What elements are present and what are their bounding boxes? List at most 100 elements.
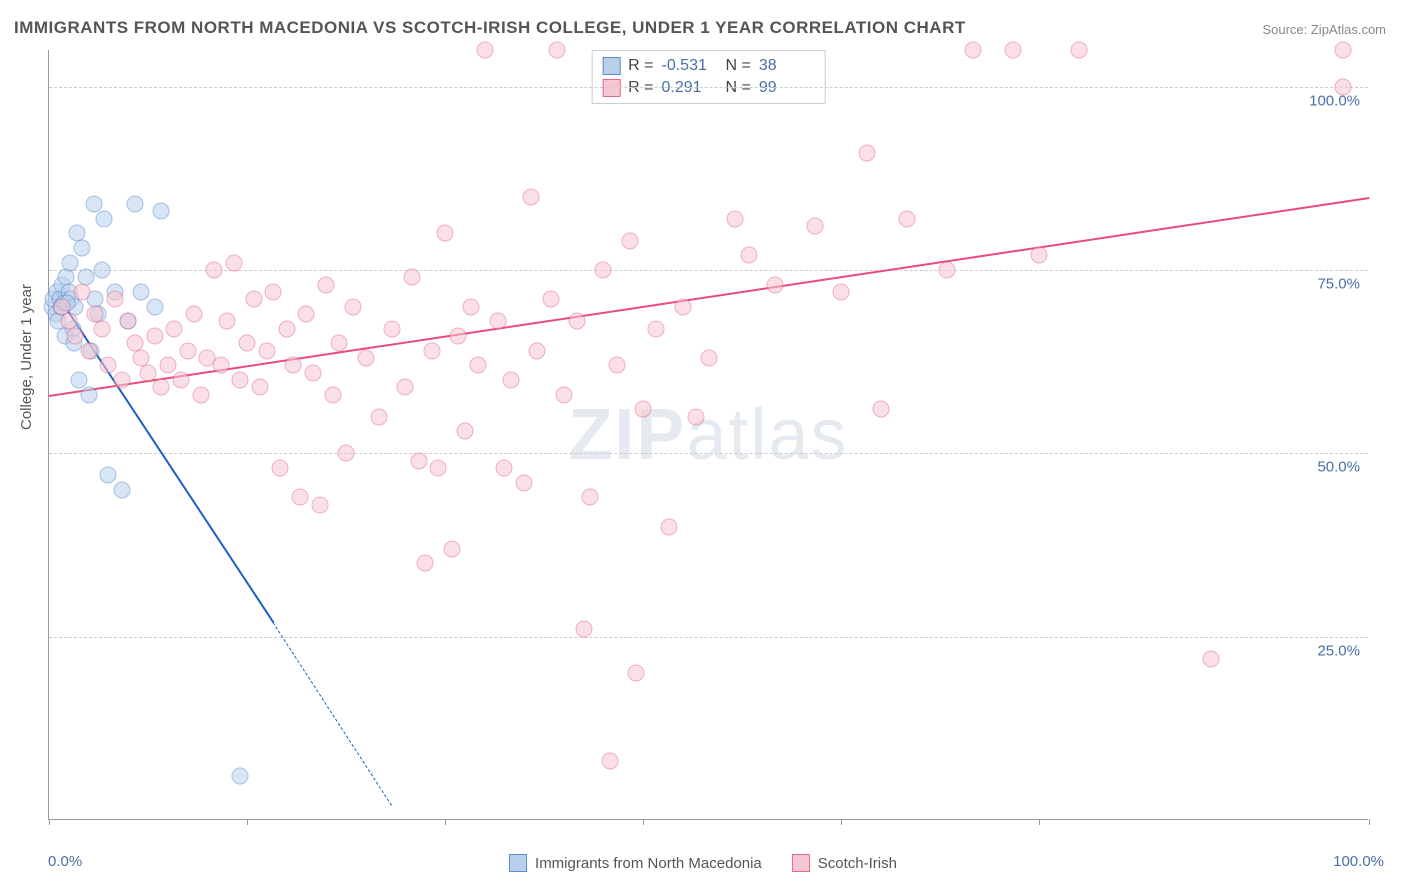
data-point	[120, 313, 137, 330]
data-point	[278, 320, 295, 337]
data-point	[186, 306, 203, 323]
ytick-label: 25.0%	[1315, 642, 1362, 659]
data-point	[384, 320, 401, 337]
stats-row-macedonia: R = -0.531 N = 38	[602, 55, 815, 77]
data-point	[291, 489, 308, 506]
yaxis-title: College, Under 1 year	[18, 284, 35, 430]
data-point	[965, 42, 982, 59]
data-point	[80, 342, 97, 359]
data-point	[298, 306, 315, 323]
data-point	[311, 496, 328, 513]
legend-label: Scotch-Irish	[818, 855, 897, 872]
data-point	[318, 276, 335, 293]
data-point	[516, 474, 533, 491]
stats-row-scotch: R = 0.291 N = 99	[602, 77, 815, 99]
data-point	[417, 555, 434, 572]
data-point	[1031, 247, 1048, 264]
xtick	[643, 819, 644, 825]
data-point	[648, 320, 665, 337]
data-point	[126, 196, 143, 213]
data-point	[173, 372, 190, 389]
swatch-pink	[602, 79, 620, 97]
data-point	[338, 445, 355, 462]
data-point	[859, 144, 876, 161]
data-point	[113, 482, 130, 499]
data-point	[192, 386, 209, 403]
data-point	[232, 768, 249, 785]
chart-title: IMMIGRANTS FROM NORTH MACEDONIA VS SCOTC…	[14, 18, 966, 38]
data-point	[146, 298, 163, 315]
data-point	[595, 262, 612, 279]
source-attribution: Source: ZipAtlas.com	[1262, 22, 1386, 37]
data-point	[410, 452, 427, 469]
data-point	[219, 313, 236, 330]
legend-label: Immigrants from North Macedonia	[535, 855, 762, 872]
data-point	[80, 386, 97, 403]
xaxis-label-max: 100.0%	[1333, 853, 1384, 870]
data-point	[179, 342, 196, 359]
xtick	[445, 819, 446, 825]
data-point	[767, 276, 784, 293]
data-point	[687, 408, 704, 425]
xtick	[247, 819, 248, 825]
ytick-label: 100.0%	[1307, 92, 1362, 109]
data-point	[899, 210, 916, 227]
data-point	[489, 313, 506, 330]
data-point	[437, 225, 454, 242]
data-point	[1334, 78, 1351, 95]
swatch-blue	[509, 854, 527, 872]
data-point	[133, 284, 150, 301]
xtick	[1039, 819, 1040, 825]
data-point	[159, 357, 176, 374]
xtick	[49, 819, 50, 825]
watermark: ZIPatlas	[568, 394, 848, 476]
data-point	[635, 401, 652, 418]
data-point	[621, 232, 638, 249]
data-point	[470, 357, 487, 374]
gridline	[49, 453, 1368, 454]
data-point	[674, 298, 691, 315]
data-point	[1202, 650, 1219, 667]
data-point	[239, 335, 256, 352]
data-point	[305, 364, 322, 381]
data-point	[423, 342, 440, 359]
data-point	[357, 350, 374, 367]
data-point	[529, 342, 546, 359]
data-point	[1004, 42, 1021, 59]
data-point	[430, 460, 447, 477]
data-point	[331, 335, 348, 352]
correlation-stats-legend: R = -0.531 N = 38 R = 0.291 N = 99	[591, 50, 826, 104]
data-point	[582, 489, 599, 506]
data-point	[153, 379, 170, 396]
gridline	[49, 637, 1368, 638]
data-point	[225, 254, 242, 271]
data-point	[872, 401, 889, 418]
data-point	[496, 460, 513, 477]
data-point	[344, 298, 361, 315]
gridline	[49, 270, 1368, 271]
data-point	[938, 262, 955, 279]
data-point	[100, 467, 117, 484]
xtick	[841, 819, 842, 825]
data-point	[569, 313, 586, 330]
data-point	[727, 210, 744, 227]
data-point	[93, 320, 110, 337]
data-point	[833, 284, 850, 301]
data-point	[85, 196, 102, 213]
data-point	[740, 247, 757, 264]
data-point	[503, 372, 520, 389]
data-point	[450, 328, 467, 345]
data-point	[153, 203, 170, 220]
data-point	[252, 379, 269, 396]
data-point	[476, 42, 493, 59]
data-point	[806, 218, 823, 235]
data-point	[232, 372, 249, 389]
data-point	[100, 357, 117, 374]
data-point	[140, 364, 157, 381]
legend-item-macedonia: Immigrants from North Macedonia	[509, 854, 762, 872]
data-point	[74, 284, 91, 301]
data-point	[113, 372, 130, 389]
data-point	[1070, 42, 1087, 59]
data-point	[245, 291, 262, 308]
data-point	[272, 460, 289, 477]
